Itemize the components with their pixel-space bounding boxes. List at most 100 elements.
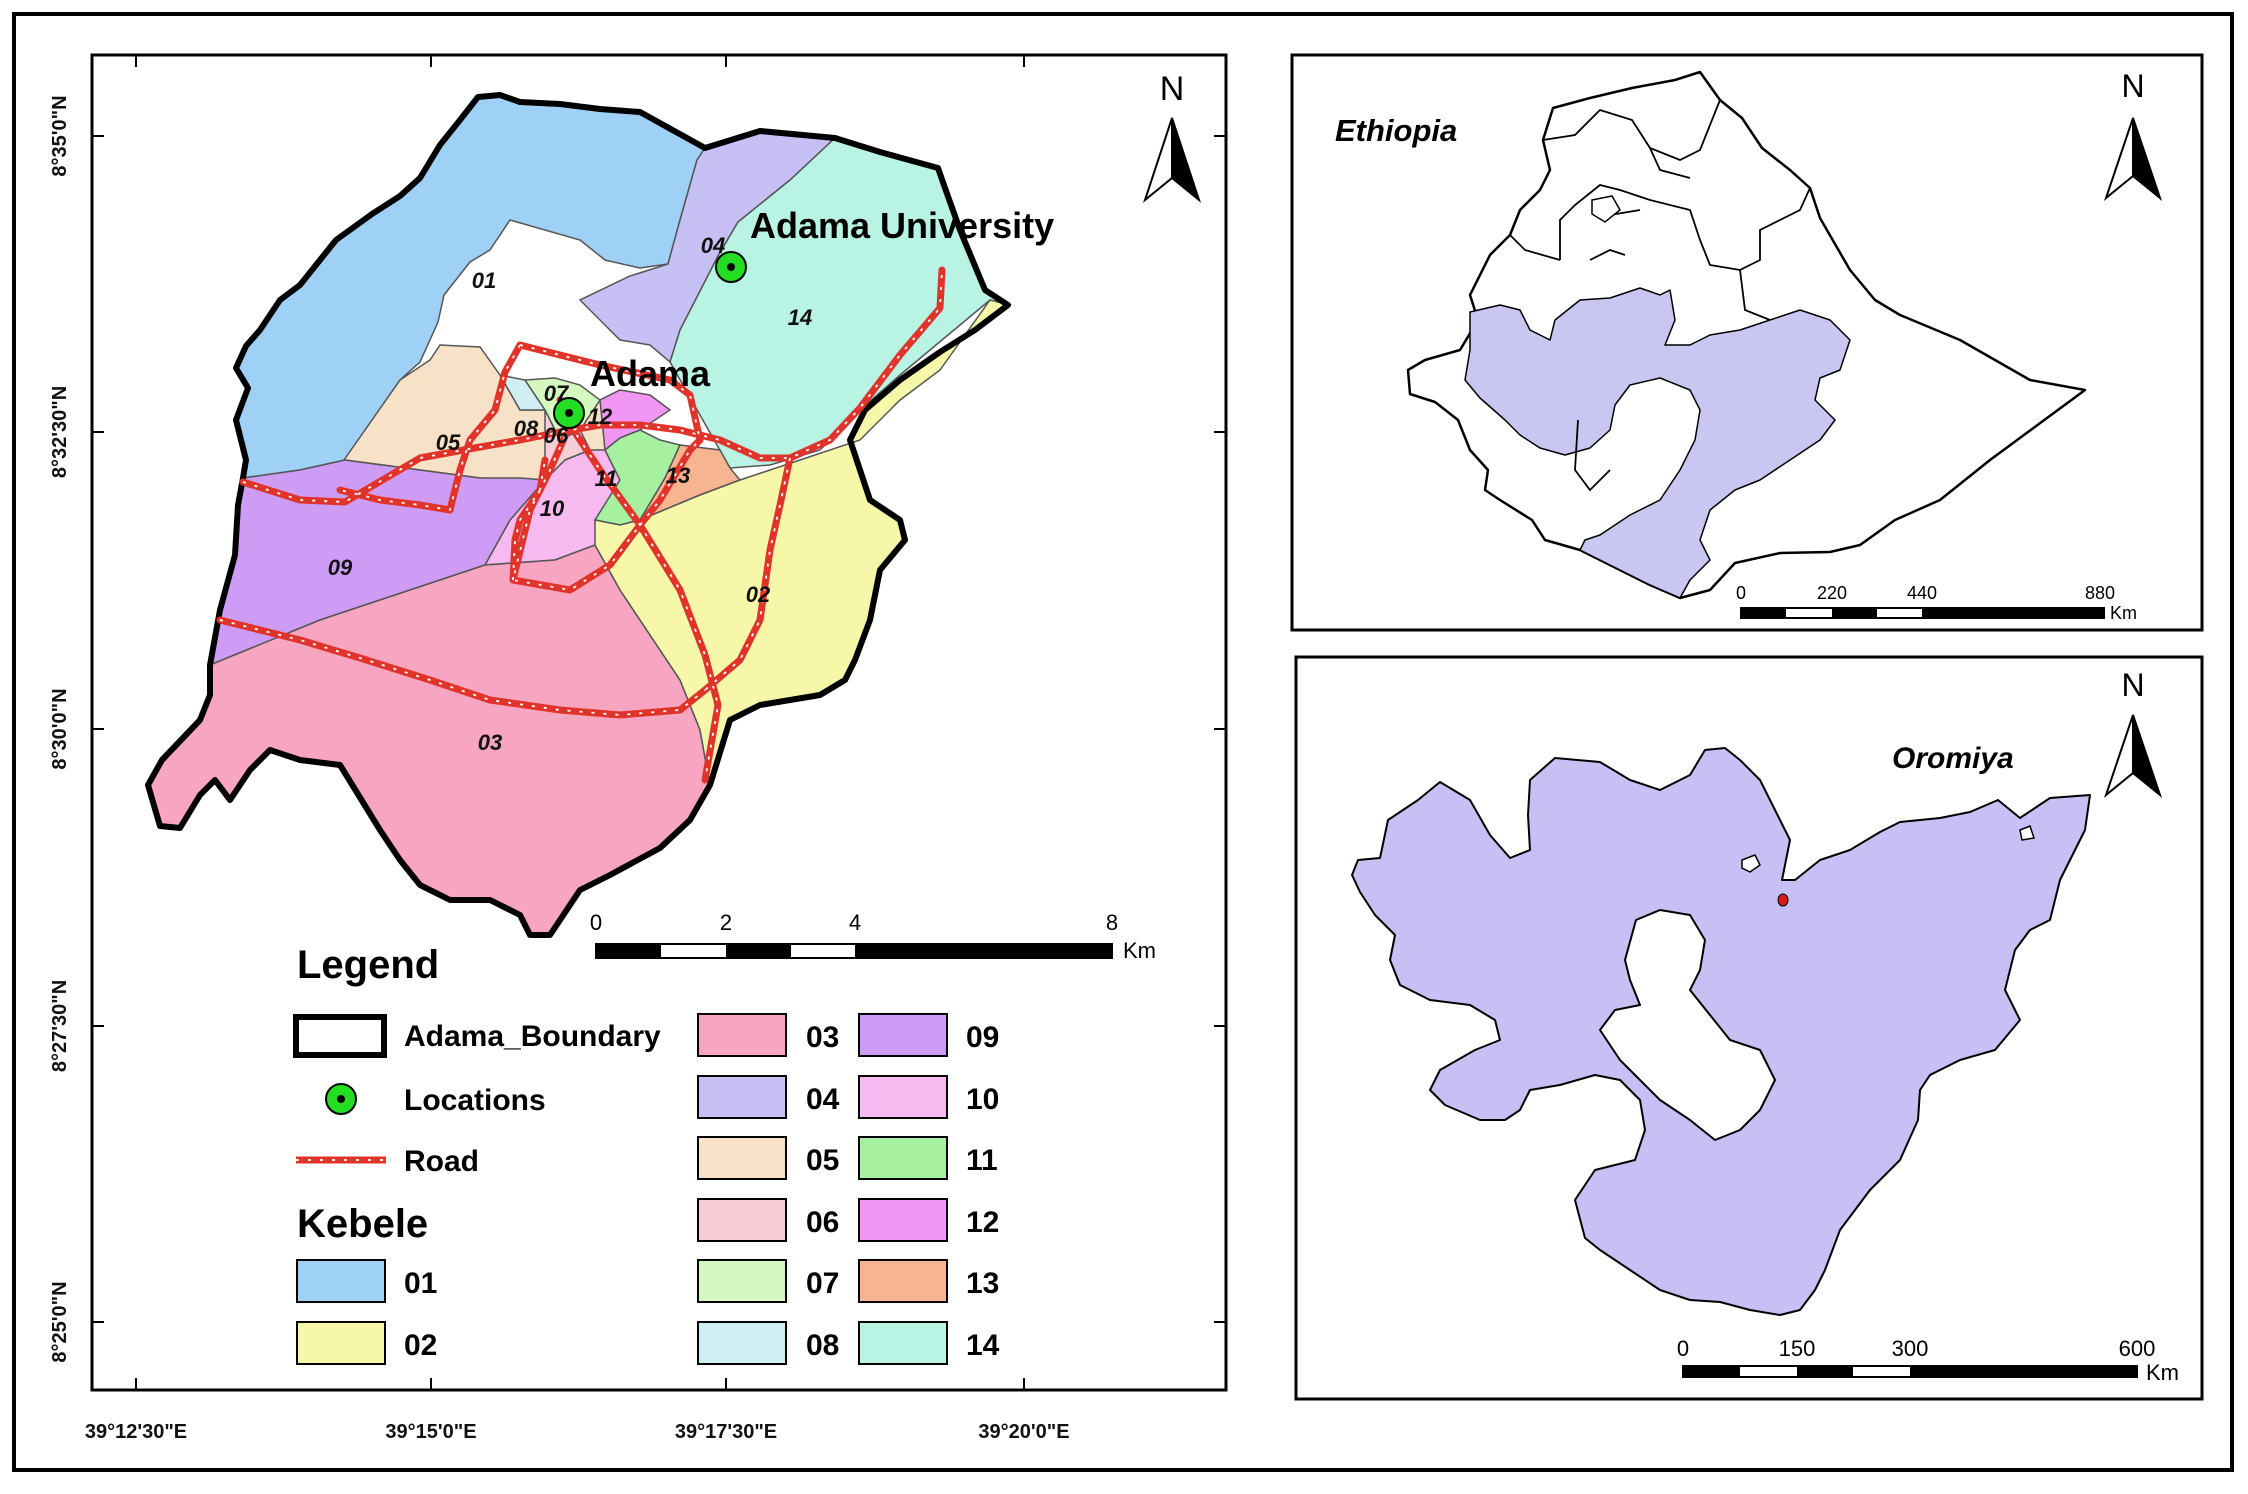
main-map-panel: 8°35'0"N 8°32'30"N 8°30'0"N 8°27'30"N 8°… — [49, 53, 1228, 1443]
ethiopia-scale-bar — [1740, 607, 2105, 619]
scale-tick: 880 — [2085, 583, 2115, 603]
oromiya-lake — [1741, 854, 1761, 873]
ethiopia-oromiya-region — [1464, 287, 1851, 599]
north-label: N — [1160, 70, 1185, 108]
legend-kebele-label: 11 — [966, 1144, 998, 1177]
legend-swatch — [858, 1259, 948, 1303]
kebele-label: 04 — [701, 233, 725, 258]
outer-frame — [12, 12, 2234, 1472]
legend: Legend Adama_Boundary Locations Road Keb… — [293, 943, 1000, 1365]
kebele-label: 02 — [746, 582, 771, 607]
legend-kebele-label: 08 — [806, 1329, 839, 1362]
lon-label: 39°12'30"E — [85, 1421, 187, 1443]
scale-tick: 8 — [1106, 910, 1118, 935]
inset-ethiopia-title: Ethiopia — [1335, 113, 1457, 148]
scale-tick: 0 — [1736, 583, 1746, 603]
scale-unit: Km — [2110, 603, 2137, 623]
kebele-label: 08 — [514, 416, 539, 441]
legend-swatch — [296, 1321, 386, 1365]
adama-location-marker — [1777, 893, 1789, 907]
scale-tick: 300 — [1892, 1336, 1929, 1361]
legend-kebele-label: 14 — [966, 1329, 1000, 1362]
legend-boundary-label: Adama_Boundary — [404, 1020, 661, 1053]
lon-label: 39°17'30"E — [675, 1421, 777, 1443]
scale-tick: 150 — [1779, 1336, 1816, 1361]
lat-label: 8°27'30"N — [49, 980, 71, 1072]
legend-swatch — [697, 1198, 787, 1242]
location-adama — [553, 397, 585, 429]
kebele-label: 05 — [436, 430, 461, 455]
legend-swatch — [296, 1259, 386, 1303]
inset-ethiopia-panel: Ethiopia N 0 22 — [1290, 53, 2204, 632]
oromiya-gap — [1599, 909, 1776, 1141]
kebele-label: 09 — [328, 555, 353, 580]
scale-tick: 0 — [590, 910, 602, 935]
scale-tick: 0 — [1677, 1336, 1689, 1361]
kebele-label: 13 — [666, 463, 690, 488]
ethiopia-lake — [1591, 195, 1621, 223]
main-scale-bar — [595, 943, 1113, 959]
ethiopia-region-lines — [1509, 99, 1811, 492]
lon-label: 39°20'0"E — [978, 1421, 1069, 1443]
legend-swatch — [858, 1198, 948, 1242]
lon-label: 39°15'0"E — [385, 1421, 476, 1443]
north-label: N — [2121, 667, 2144, 703]
legend-kebele-label: 01 — [404, 1267, 437, 1300]
road-network — [216, 266, 946, 784]
lat-label: 8°25'0"N — [49, 1281, 71, 1362]
legend-kebele-label: 05 — [806, 1144, 839, 1177]
inset-oromiya-panel: Oromiya N 0 150 300 600 Km — [1294, 655, 2204, 1401]
legend-locations-label: Locations — [404, 1084, 546, 1117]
north-arrow-icon — [2103, 117, 2163, 201]
legend-swatch — [697, 1259, 787, 1303]
scale-tick: 220 — [1817, 583, 1847, 603]
oromiya-lake — [2019, 825, 2035, 841]
scale-unit: Km — [2146, 1360, 2179, 1385]
location-adama-university — [715, 251, 747, 283]
legend-swatch — [858, 1013, 948, 1057]
scale-unit: Km — [1123, 938, 1156, 963]
legend-swatch — [697, 1075, 787, 1119]
north-arrow-icon — [1142, 117, 1202, 203]
north-label: N — [2121, 68, 2144, 104]
north-arrow-icon — [2103, 714, 2163, 798]
legend-swatch — [858, 1136, 948, 1180]
legend-swatch — [858, 1321, 948, 1365]
legend-kebele-label: 04 — [806, 1083, 840, 1116]
legend-kebele-title: Kebele — [297, 1202, 428, 1246]
inset-oromiya-title: Oromiya — [1892, 742, 2014, 775]
legend-swatch — [697, 1136, 787, 1180]
legend-road-label: Road — [404, 1145, 479, 1178]
legend-swatch — [697, 1013, 787, 1057]
legend-kebele-label: 09 — [966, 1021, 999, 1054]
lat-label: 8°32'30"N — [49, 386, 71, 478]
legend-kebele-label: 12 — [966, 1206, 999, 1239]
legend-title: Legend — [297, 943, 439, 987]
legend-boundary-swatch — [293, 1014, 387, 1058]
kebele-label: 11 — [595, 466, 618, 491]
legend-swatch — [697, 1321, 787, 1365]
legend-kebele-label: 13 — [966, 1267, 999, 1300]
lat-label: 8°30'0"N — [49, 688, 71, 769]
kebele-label: 10 — [540, 496, 565, 521]
legend-kebele-label: 10 — [966, 1083, 999, 1116]
legend-kebele-label: 03 — [806, 1021, 839, 1054]
scale-tick: 600 — [2119, 1336, 2156, 1361]
legend-kebele-label: 02 — [404, 1329, 437, 1362]
oromiya-scale-bar — [1682, 1365, 2138, 1378]
lat-label: 8°35'0"N — [49, 95, 71, 176]
scale-tick: 440 — [1907, 583, 1937, 603]
adama-university-label: Adama University — [750, 205, 1054, 246]
adama-label: Adama — [590, 353, 711, 394]
kebele-label: 01 — [472, 268, 496, 293]
adama-boundary — [145, 92, 1011, 938]
scale-tick: 2 — [720, 910, 732, 935]
graticule-ticks — [92, 55, 1226, 1390]
scale-tick: 4 — [849, 910, 861, 935]
legend-swatch — [858, 1075, 948, 1119]
kebele-label: 03 — [478, 730, 502, 755]
legend-kebele-label: 07 — [806, 1267, 839, 1300]
kebele-label: 12 — [588, 404, 613, 429]
kebele-label: 14 — [788, 305, 812, 330]
kebele-polygons — [147, 94, 1012, 936]
